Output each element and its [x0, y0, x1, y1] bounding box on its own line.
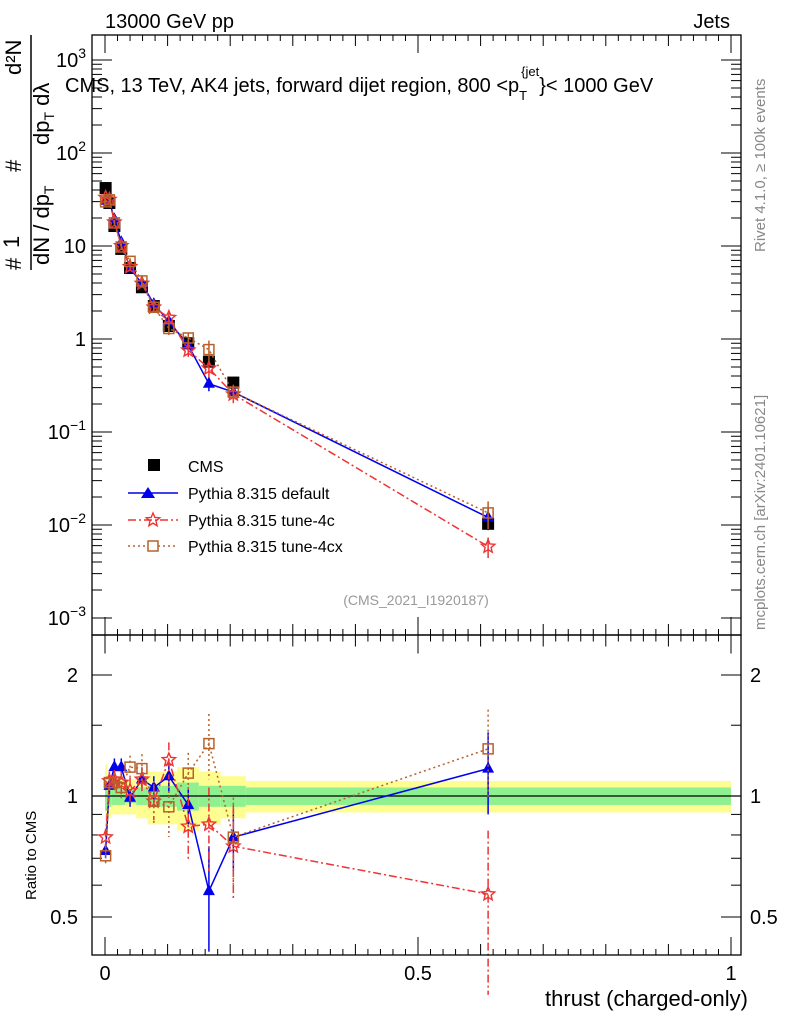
analysis-id: (CMS_2021_I1920187)	[343, 592, 489, 608]
svg-text:#: #	[1, 159, 26, 172]
ratio-point-tune4cx	[136, 762, 148, 775]
ratio-point-tune4c	[97, 828, 115, 845]
ratio-point-tune4c	[200, 815, 218, 832]
legend: CMS Pythia 8.315 default Pythia 8.315 tu…	[128, 459, 343, 556]
ratio-y-tick-label-right: 0.5	[750, 907, 778, 929]
legend-label-default: Pythia 8.315 default	[188, 486, 330, 503]
main-point-tune4cx	[163, 322, 175, 335]
line-main-tune4cx	[105, 198, 489, 514]
main-point-tune4cx	[103, 194, 116, 206]
main-point-default	[202, 376, 215, 388]
header-right: Jets	[693, 11, 730, 33]
main-point-tune4cx	[482, 507, 494, 519]
ratio-y-tick-label: 1	[67, 786, 78, 808]
ratio-point-tune4cx	[203, 737, 215, 750]
main-point-tune4cx	[227, 386, 240, 398]
legend-marker-default	[141, 487, 155, 498]
legend-marker-tune4cx	[147, 540, 159, 552]
x-tick-label: 1	[725, 963, 736, 985]
ratio-point-tune4cx	[124, 761, 136, 773]
ratio-point-tune4c	[479, 885, 497, 902]
ratio-y-tick-label: 0.5	[50, 907, 78, 929]
svg-text:1: 1	[0, 236, 24, 248]
series-cms	[99, 182, 495, 530]
ratio-y-tick-label-right: 1	[750, 786, 761, 808]
ratio-point-tune4cx	[115, 781, 128, 794]
svg-text:d²N: d²N	[1, 40, 26, 75]
main-point-tune4cx	[108, 217, 121, 229]
ratio-point-tune4c	[160, 751, 178, 767]
ratio-point-tune4cx	[99, 850, 112, 862]
ratio-point-tune4c	[133, 770, 151, 787]
y-tick-label: 103	[56, 45, 86, 72]
y-label-denominator-2: dpT dλ	[29, 83, 57, 145]
main-point-tune4cx	[182, 332, 195, 344]
svg-text:#: #	[1, 257, 26, 270]
ratio-point-tune4cx	[148, 795, 160, 808]
legend-label-cms: CMS	[188, 459, 224, 476]
ratio-point-tune4cx	[182, 767, 195, 779]
x-tick-label: 0	[99, 963, 110, 985]
ratio-y-label: Ratio to CMS	[23, 811, 40, 900]
series-tune4cx	[99, 194, 494, 889]
rivet-version: Rivet 4.1.0, ≥ 100k events	[752, 79, 769, 252]
legend-label-tune4cx: Pythia 8.315 tune-4cx	[188, 539, 343, 556]
main-point-tune4cx	[99, 196, 112, 208]
star-icon	[144, 511, 162, 528]
ratio-y-tick-label-right: 2	[750, 665, 761, 687]
ratio-point-default	[115, 760, 128, 772]
legend-marker-cms	[148, 459, 160, 471]
series-layer	[97, 188, 497, 995]
ratio-point-tune4cx	[163, 801, 175, 813]
y-label-denominator-1: dN / dpT	[29, 185, 57, 265]
x-axis-label: thrust (charged-only)	[545, 986, 748, 1011]
main-point-tune4c	[200, 359, 218, 376]
main-point-tune4c	[179, 341, 197, 358]
legend-label-tune4c: Pythia 8.315 tune-4c	[188, 513, 335, 530]
ratio-point-default	[202, 884, 215, 896]
ratio-point-tune4cx	[482, 743, 494, 755]
main-point-tune4cx	[115, 241, 128, 253]
header-left: 13000 GeV pp	[105, 11, 234, 33]
ratio-point-tune4c	[112, 773, 130, 790]
ratio-point-tune4c	[179, 817, 197, 834]
plot-title: CMS, 13 TeV, AK4 jets, forward dijet reg…	[65, 64, 654, 103]
ratio-y-tick-label: 2	[67, 665, 78, 687]
cms-point	[227, 376, 240, 389]
y-tick-label: 10−1	[48, 417, 86, 444]
main-point-tune4c	[160, 308, 178, 325]
ratio-frame	[91, 634, 742, 956]
main-point-tune4cx	[136, 275, 148, 287]
y-tick-label: 102	[56, 138, 86, 165]
y-tick-label: 10−2	[48, 510, 86, 537]
main-point-tune4cx	[124, 255, 136, 268]
ratio-point-tune4cx	[227, 831, 240, 843]
y-axis-label: # 1 dN / dpT # d²N dpT dλ	[0, 35, 57, 270]
y-tick-label: 10	[64, 236, 86, 258]
cms-point	[99, 182, 112, 195]
ratio-point-default	[482, 761, 495, 773]
main-point-tune4cx	[203, 343, 215, 356]
main-point-tune4c	[479, 537, 497, 554]
x-tick-label: 0.5	[404, 963, 432, 985]
mcplots-credit: mcplots.cern.ch [arXiv:2401.10621]	[752, 395, 769, 630]
y-tick-label: 1	[75, 329, 86, 351]
line-main-default	[105, 199, 489, 519]
main-point-tune4cx	[148, 301, 160, 314]
legend-marker-tune4c	[144, 511, 162, 528]
cms-uncertainty-bands	[105, 764, 731, 835]
ratio-point-tune4c	[121, 781, 139, 798]
y-tick-label: 10−3	[48, 603, 86, 630]
